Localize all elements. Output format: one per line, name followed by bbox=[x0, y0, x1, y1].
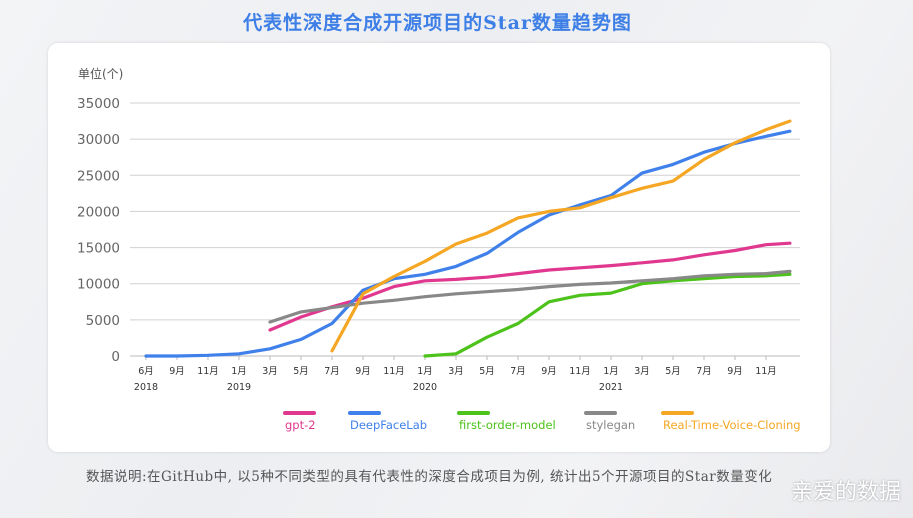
line-chart: 单位(个) 0 5000 10000 15000 20000 25000 30000 35000… bbox=[77, 66, 801, 432]
y-tick-label: 30000 bbox=[77, 132, 120, 148]
x-year-label: 2018 bbox=[134, 382, 158, 393]
x-tick-label: 3月 bbox=[262, 366, 278, 377]
watermark-logo: 亲爱的数据 bbox=[790, 480, 901, 505]
legend-label: Real-Time-Voice-Cloning bbox=[663, 418, 801, 432]
x-tick-label: 3月 bbox=[634, 366, 650, 377]
y-tick-label: 15000 bbox=[77, 241, 120, 257]
y-axis-unit-label: 单位(个) bbox=[78, 66, 123, 81]
x-tick-label: 5月 bbox=[479, 366, 495, 377]
y-tick-label: 10000 bbox=[77, 277, 120, 293]
x-tick-label: 7月 bbox=[696, 366, 712, 377]
y-tick-label: 25000 bbox=[77, 168, 120, 184]
y-tick-label: 0 bbox=[111, 349, 120, 365]
x-year-label: 2021 bbox=[599, 382, 623, 393]
series-line-DeepFaceLab bbox=[144, 129, 792, 358]
data-footnote: 数据说明:在GitHub中, 以5种不同类型的具有代表性的深度合成项目为例, 统… bbox=[86, 469, 773, 485]
x-tick-label: 11月 bbox=[383, 366, 405, 377]
x-tick-label: 6月 bbox=[138, 366, 154, 377]
legend-label: DeepFaceLab bbox=[350, 418, 427, 432]
series-line-gpt-2 bbox=[268, 241, 792, 332]
x-tick-label: 1月 bbox=[603, 366, 619, 377]
x-year-label: 2019 bbox=[227, 382, 251, 393]
y-tick-label: 35000 bbox=[77, 96, 120, 112]
x-tick-label: 5月 bbox=[665, 366, 681, 377]
x-tick-label: 1月 bbox=[231, 366, 247, 377]
series-line-Real-Time-Voice-Cloning bbox=[330, 119, 792, 353]
legend-label: stylegan bbox=[586, 418, 635, 432]
x-tick-label: 9月 bbox=[541, 366, 557, 377]
legend-label: first-order-model bbox=[459, 418, 556, 432]
y-tick-label: 20000 bbox=[77, 204, 120, 220]
chart-card: 单位(个) 0 5000 10000 15000 20000 25000 30000 35000… bbox=[48, 43, 830, 452]
x-tick-label: 9月 bbox=[355, 366, 371, 377]
x-tick-label: 7月 bbox=[324, 366, 340, 377]
x-tick-label: 7月 bbox=[510, 366, 526, 377]
y-tick-label: 5000 bbox=[86, 313, 120, 329]
page-title: 代表性深度合成开源项目的Star数量趋势图 bbox=[243, 12, 632, 34]
x-tick-label: 11月 bbox=[569, 366, 591, 377]
x-tick-label: 9月 bbox=[727, 366, 743, 377]
x-tick-label: 11月 bbox=[197, 366, 219, 377]
x-tick-label: 1月 bbox=[417, 366, 433, 377]
x-tick-label: 3月 bbox=[448, 366, 464, 377]
x-tick-label: 5月 bbox=[293, 366, 309, 377]
x-year-label: 2020 bbox=[413, 382, 437, 393]
series-line-first-order-model bbox=[423, 272, 792, 358]
x-tick-label: 9月 bbox=[169, 366, 185, 377]
x-tick-label: 11月 bbox=[755, 366, 777, 377]
legend-label: gpt-2 bbox=[285, 418, 316, 432]
